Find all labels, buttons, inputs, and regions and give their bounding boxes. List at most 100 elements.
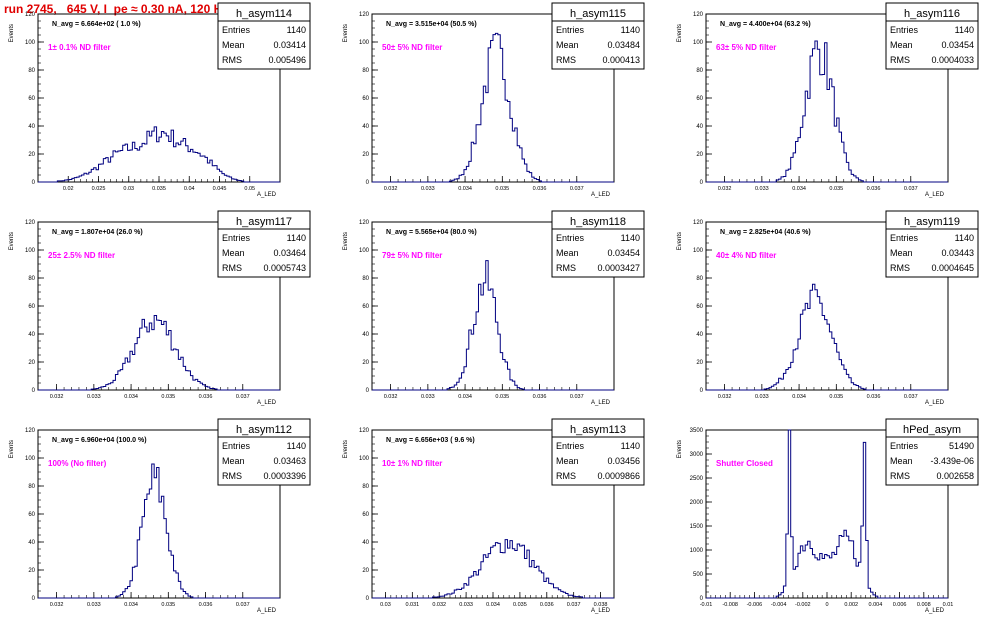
- y-axis-label: Events: [9, 232, 15, 250]
- x-tick-label: 0.037: [904, 394, 918, 400]
- y-tick-label: 20: [28, 568, 35, 574]
- y-tick-label: 100: [359, 456, 370, 462]
- n-avg-label: N_avg = 4.400e+04 (63.2 %): [720, 21, 811, 28]
- x-tick-label: -0.002: [795, 602, 811, 608]
- histogram-series: [38, 314, 280, 391]
- x-tick-label: 0.037: [570, 186, 584, 192]
- x-tick-label: -0.006: [747, 602, 763, 608]
- y-tick-label: 0: [366, 180, 370, 186]
- x-tick-label: 0.033: [459, 602, 473, 608]
- histogram-panel-hPed_asym: Events A_LED 0 500 1000 1500 2000 2500 3000 3500 -…: [677, 418, 979, 614]
- y-tick-label: 40: [362, 540, 369, 546]
- y-tick-label: 40: [696, 124, 703, 130]
- y-tick-label: 100: [25, 40, 36, 46]
- n-avg-label: N_avg = 6.656e+03 ( 9.6 %): [386, 437, 475, 444]
- stat-label: RMS: [556, 471, 576, 481]
- x-tick-label: 0.032: [384, 394, 398, 400]
- y-axis-label: Events: [9, 24, 15, 42]
- stat-label: Entries: [890, 441, 919, 451]
- n-avg-label: N_avg = 2.825e+04 (40.6 %): [720, 229, 811, 236]
- y-tick-label: 0: [700, 596, 704, 602]
- x-tick-label: 0.036: [533, 186, 547, 192]
- stats-box: [885, 418, 979, 486]
- stat-label: Entries: [556, 25, 585, 35]
- x-axis-label: A_LED: [591, 608, 611, 614]
- y-tick-label: 0: [366, 388, 370, 394]
- stat-value: 1140: [621, 441, 640, 451]
- y-tick-label: 20: [28, 152, 35, 158]
- stats-box: [217, 210, 311, 278]
- y-tick-label: 100: [25, 456, 36, 462]
- y-tick-label: 20: [362, 360, 369, 366]
- x-tick-label: 0.035: [161, 394, 175, 400]
- n-avg-label: N_avg = 3.515e+04 (50.5 %): [386, 21, 477, 28]
- stat-label: RMS: [556, 55, 576, 65]
- histogram-name: h_asym112: [236, 424, 292, 436]
- x-axis-label: A_LED: [591, 400, 611, 406]
- x-tick-label: 0.034: [124, 602, 138, 608]
- filter-annotation: 50± 5% ND filter: [382, 43, 442, 52]
- y-tick-label: 120: [359, 428, 370, 434]
- stat-value: 0.0005743: [263, 263, 306, 273]
- stat-value: 0.03464: [273, 248, 306, 258]
- x-tick-label: 0.025: [92, 186, 106, 192]
- x-axis-label: A_LED: [925, 400, 945, 406]
- x-tick-label: 0.05: [244, 186, 255, 192]
- y-tick-label: 3500: [690, 428, 704, 434]
- histogram-panel-h_asym116: Events A_LED 0 20 40 60 80 100 120 0.032 0.033 0.03…: [677, 2, 979, 198]
- y-tick-label: 60: [696, 304, 703, 310]
- x-tick-label: 0.037: [236, 394, 250, 400]
- stats-box: [217, 418, 311, 486]
- x-axis-label: A_LED: [925, 192, 945, 198]
- stat-label: RMS: [890, 55, 910, 65]
- x-axis-label: A_LED: [925, 608, 945, 614]
- stat-label: Entries: [890, 25, 919, 35]
- stat-value: 0.03484: [607, 40, 640, 50]
- stat-label: Mean: [556, 40, 579, 50]
- x-tick-label: 0.036: [199, 602, 213, 608]
- x-tick-label: 0.036: [540, 602, 554, 608]
- stat-label: Entries: [556, 441, 585, 451]
- y-tick-label: 0: [32, 388, 36, 394]
- x-tick-label: -0.004: [771, 602, 787, 608]
- filter-annotation: 40± 4% ND filter: [716, 251, 776, 260]
- x-axis-label: A_LED: [591, 192, 611, 198]
- stat-label: Entries: [556, 233, 585, 243]
- stat-label: RMS: [890, 263, 910, 273]
- histogram-series: [706, 429, 948, 599]
- x-tick-label: 0.034: [458, 394, 472, 400]
- x-tick-label: 0.03: [123, 186, 134, 192]
- y-tick-label: 60: [362, 304, 369, 310]
- stat-value: 0.03443: [941, 248, 974, 258]
- y-tick-label: 60: [362, 512, 369, 518]
- stat-value: 0.005496: [268, 55, 306, 65]
- x-tick-label: 0.032: [384, 186, 398, 192]
- histogram-panel-h_asym115: Events A_LED 0 20 40 60 80 100 120 0.032 0.033 0.03…: [343, 2, 645, 198]
- stat-value: 1140: [287, 25, 306, 35]
- x-tick-label: 0.045: [213, 186, 227, 192]
- y-tick-label: 0: [32, 180, 36, 186]
- stat-label: Entries: [222, 233, 251, 243]
- x-tick-label: 0.033: [421, 186, 435, 192]
- filter-annotation: 10± 1% ND filter: [382, 459, 442, 468]
- stat-label: Entries: [222, 25, 251, 35]
- y-axis-label: Events: [343, 232, 349, 250]
- stat-label: Mean: [556, 456, 579, 466]
- x-tick-label: 0.035: [829, 186, 843, 192]
- stats-box: [551, 2, 645, 70]
- y-tick-label: 60: [28, 512, 35, 518]
- y-tick-label: 80: [362, 68, 369, 74]
- y-axis-label: Events: [677, 24, 683, 42]
- stat-label: Mean: [890, 40, 913, 50]
- histogram-name: h_asym114: [236, 8, 292, 20]
- y-tick-label: 2500: [690, 476, 704, 482]
- y-tick-label: 60: [362, 96, 369, 102]
- y-tick-label: 80: [28, 68, 35, 74]
- stat-value: 0.03454: [941, 40, 974, 50]
- stat-value: 1140: [287, 233, 306, 243]
- y-tick-label: 40: [362, 332, 369, 338]
- x-tick-label: 0.02: [63, 186, 74, 192]
- x-tick-label: 0.033: [87, 602, 101, 608]
- y-axis-label: Events: [9, 440, 15, 458]
